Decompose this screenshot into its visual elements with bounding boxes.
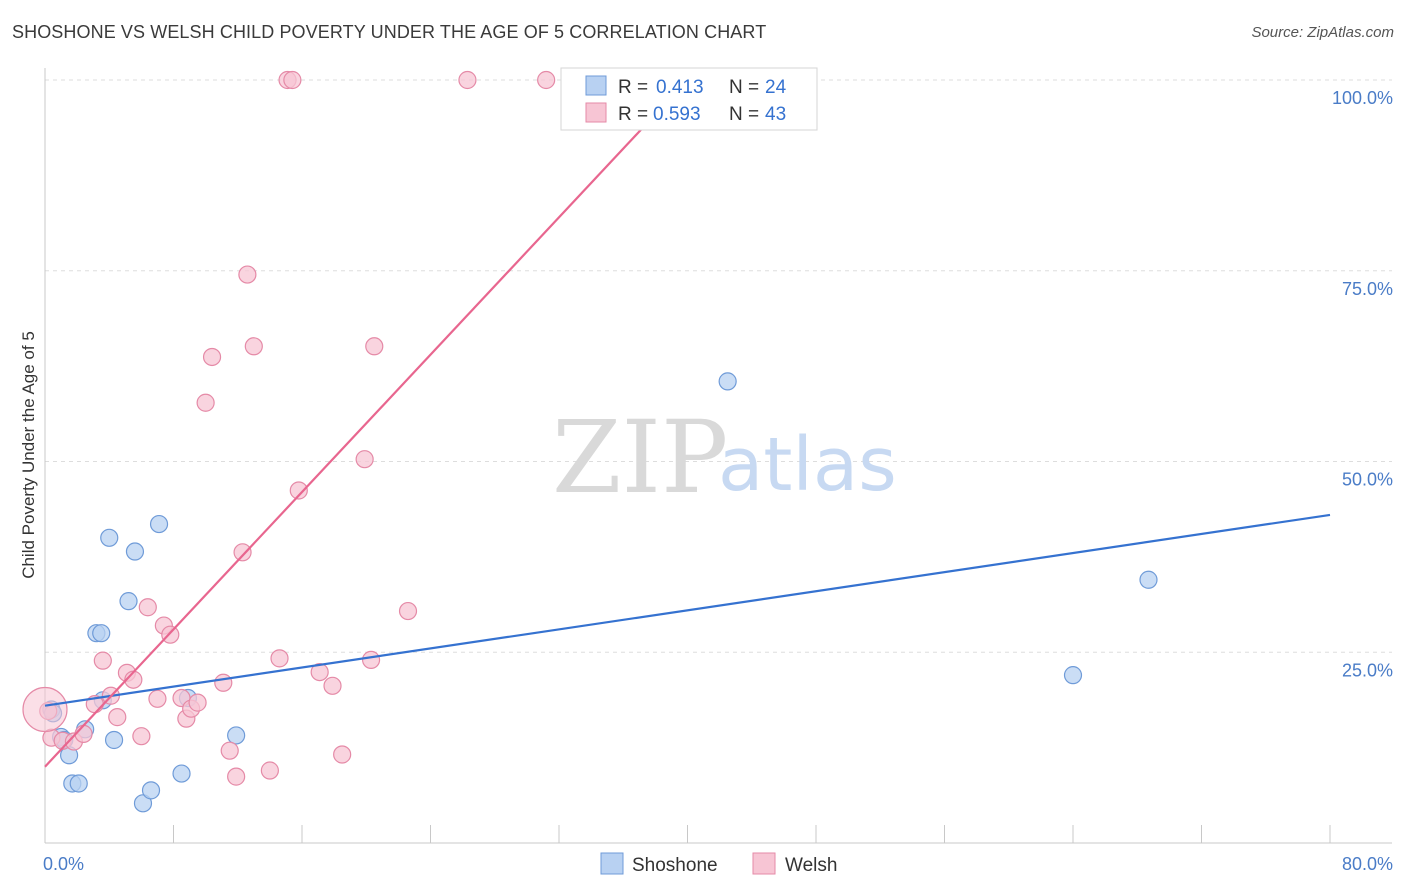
welsh-point [196,393,215,412]
shoshone-point [133,794,153,813]
welsh-point [138,598,157,617]
welsh-trend-line [44,79,689,768]
welsh-point [93,651,112,670]
welsh-point [238,265,257,284]
bottom-legend: Shoshone Welsh [600,852,837,876]
legend-r-value-welsh: 0.593 [653,104,701,125]
shoshone-point [119,592,138,611]
legend-swatch-welsh [585,102,607,123]
welsh-point [132,727,151,746]
legend-r-value-shoshone: 0.413 [656,77,704,98]
welsh-point [220,741,239,760]
shoshone-point [1063,666,1083,685]
shoshone-point [718,372,737,391]
shoshone-point [104,730,124,750]
welsh-point [537,70,556,90]
welsh-point [244,337,263,356]
legend-n-label-welsh: N = [729,104,759,125]
welsh-point [108,708,127,727]
shoshone-point [227,726,246,745]
bottom-legend-swatch-shoshone [600,852,624,875]
welsh-point [398,601,418,621]
welsh-point [333,745,352,764]
x-tick-label-min: 0.0% [43,854,84,874]
chart-title: SHOSHONE VS WELSH CHILD POVERTY UNDER TH… [12,22,767,42]
welsh-point [365,337,384,356]
watermark-atlas: atlas [718,422,897,508]
welsh-point [323,676,342,695]
stats-legend: R = 0.413 N = 24 R = 0.593 N = 43 [560,67,818,131]
welsh-point [161,625,180,644]
legend-n-value-shoshone: 24 [765,77,787,98]
welsh-point [355,450,374,469]
welsh-point [74,724,93,743]
welsh-point [227,767,246,786]
bottom-legend-swatch-welsh [752,852,776,875]
y-tick-label: 50.0% [1342,470,1393,490]
tick-labels: 25.0% 50.0% 75.0% 100.0% 0.0% 80.0% [43,88,1393,874]
shoshone-point [172,764,191,783]
data-points [22,70,1158,813]
shoshone-point [69,774,88,793]
shoshone-trend-line [44,513,1331,707]
welsh-point [22,686,68,733]
welsh-point [270,649,289,668]
source-note: Source: ZipAtlas.com [1251,24,1394,41]
gridlines [45,79,1392,653]
welsh-point [233,543,252,562]
shoshone-point [92,624,111,643]
legend-swatch-shoshone [585,75,607,96]
welsh-point [289,481,308,500]
y-tick-label: 75.0% [1342,279,1393,299]
y-tick-label: 25.0% [1342,660,1393,680]
welsh-point [214,673,233,692]
y-axis-label: Child Poverty Under the Age of 5 [19,331,38,579]
shoshone-point [141,781,161,800]
welsh-point [188,693,207,712]
y-tick-label: 100.0% [1332,88,1393,108]
x-tick-label-max: 80.0% [1342,854,1393,874]
shoshone-point [1139,570,1158,589]
welsh-point [310,662,329,682]
shoshone-point [125,542,145,561]
legend-r-label-welsh: R = [618,104,648,125]
shoshone-point [100,528,119,547]
bottom-legend-label-welsh: Welsh [785,855,837,876]
bottom-legend-label-shoshone: Shoshone [632,855,718,876]
watermark-zip: ZIP [552,399,728,516]
trend-lines [44,79,1331,768]
legend-n-value-welsh: 43 [765,104,786,125]
welsh-point [458,70,477,90]
legend-n-label-shoshone: N = [729,77,759,98]
welsh-point [283,70,302,90]
welsh-point [148,689,167,708]
welsh-point [361,650,381,669]
legend-r-label-shoshone: R = [618,77,648,98]
shoshone-point [149,514,169,534]
welsh-point [260,761,279,780]
welsh-point [202,347,222,367]
